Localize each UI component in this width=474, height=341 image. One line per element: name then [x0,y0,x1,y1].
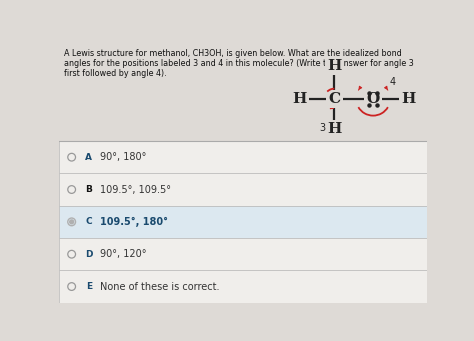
Text: 3: 3 [319,123,325,133]
Text: E: E [86,282,92,291]
FancyBboxPatch shape [59,41,427,141]
Text: H: H [401,92,415,106]
Text: C: C [328,92,340,106]
Text: H: H [327,122,342,136]
Text: 109.5°, 180°: 109.5°, 180° [100,217,167,227]
Bar [59,206,427,238]
Bar [59,270,427,303]
Text: 90°, 120°: 90°, 120° [100,249,146,259]
Text: D: D [85,250,92,259]
Text: 90°, 180°: 90°, 180° [100,152,146,162]
Text: angles for the positions labeled 3 and 4 in this molecule? (Write the answer for: angles for the positions labeled 3 and 4… [64,59,414,68]
Text: 4: 4 [390,77,396,87]
Bar [59,141,427,173]
Text: 109.5°, 109.5°: 109.5°, 109.5° [100,184,171,194]
Text: None of these is correct.: None of these is correct. [100,282,219,292]
Circle shape [70,220,73,224]
Text: H: H [292,92,307,106]
Text: H: H [327,59,342,73]
Text: O: O [366,92,380,106]
Text: C: C [85,217,92,226]
Bar [59,238,427,270]
Bar [59,173,427,206]
Text: B: B [85,185,92,194]
Text: A Lewis structure for methanol, CH3OH, is given below. What are the idealized bo: A Lewis structure for methanol, CH3OH, i… [64,49,401,58]
Text: A: A [85,153,92,162]
Text: first followed by angle 4).: first followed by angle 4). [64,69,166,78]
